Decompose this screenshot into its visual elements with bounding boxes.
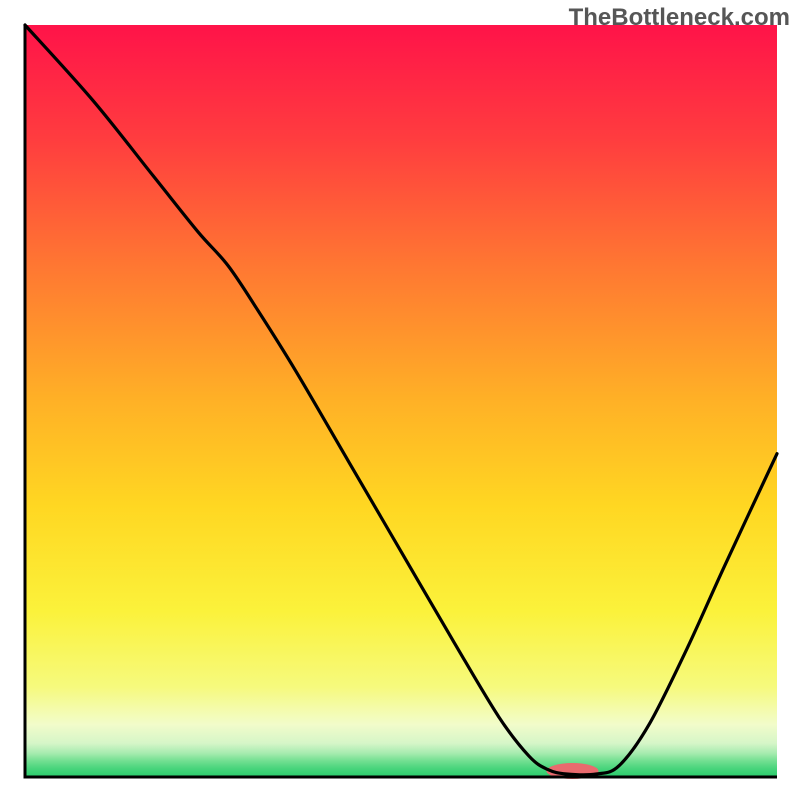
chart-container: TheBottleneck.com <box>0 0 800 800</box>
plot-area <box>25 25 777 779</box>
bottleneck-chart <box>0 0 800 800</box>
watermark-text: TheBottleneck.com <box>569 4 790 32</box>
gradient-background <box>25 25 777 777</box>
